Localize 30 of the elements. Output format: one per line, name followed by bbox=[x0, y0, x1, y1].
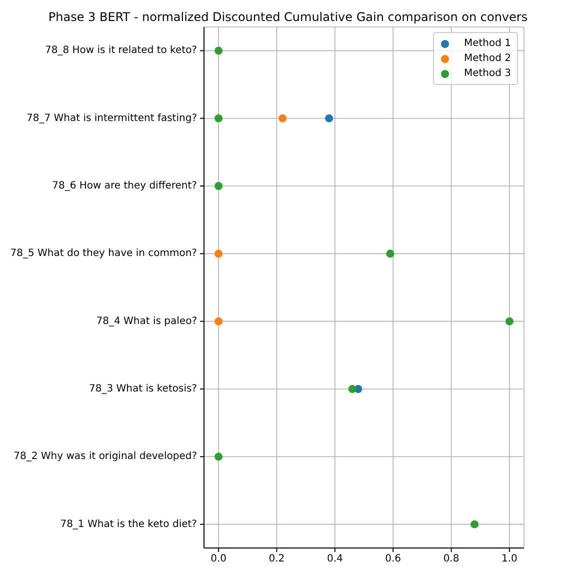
x-tick-label: 0.6 bbox=[385, 553, 402, 564]
y-tick-label: 78_5 What do they have in common? bbox=[10, 248, 197, 260]
point bbox=[214, 317, 223, 326]
point bbox=[325, 114, 334, 122]
y-tick-label: 78_8 How is it related to keto? bbox=[44, 45, 197, 56]
y-tick-label: 78_1 What is the keto diet? bbox=[60, 518, 197, 530]
point bbox=[470, 520, 479, 528]
x-tick-label: 0.4 bbox=[326, 553, 343, 564]
legend-label: Method 2 bbox=[464, 53, 511, 64]
point bbox=[386, 250, 394, 258]
x-tick-label: 0.8 bbox=[443, 553, 460, 564]
point bbox=[214, 46, 223, 55]
point bbox=[214, 250, 223, 258]
point bbox=[214, 182, 223, 190]
point bbox=[505, 317, 514, 326]
y-tick-label: 78_3 What is ketosis? bbox=[88, 383, 197, 394]
point bbox=[214, 452, 223, 461]
y-tick-label: 78_2 Why was it original developed? bbox=[14, 451, 197, 462]
point bbox=[214, 114, 223, 122]
y-tick-label: 78_7 What is intermittent fasting? bbox=[26, 112, 197, 124]
chart-title: Phase 3 BERT - normalized Discounted Cumulative Gain comparison on convers bbox=[47, 10, 529, 24]
y-tick-label: 78_6 How are they different? bbox=[52, 180, 197, 192]
point bbox=[278, 114, 287, 122]
legend-label: Method 3 bbox=[464, 68, 511, 79]
y-tick-label: 78_4 What is paleo? bbox=[96, 316, 197, 327]
legend-label: Method 1 bbox=[464, 38, 511, 49]
x-tick-label: 1.0 bbox=[502, 553, 518, 564]
x-tick-label: 0.2 bbox=[268, 553, 285, 564]
x-tick-label: 0.0 bbox=[210, 553, 226, 564]
point bbox=[348, 385, 356, 393]
